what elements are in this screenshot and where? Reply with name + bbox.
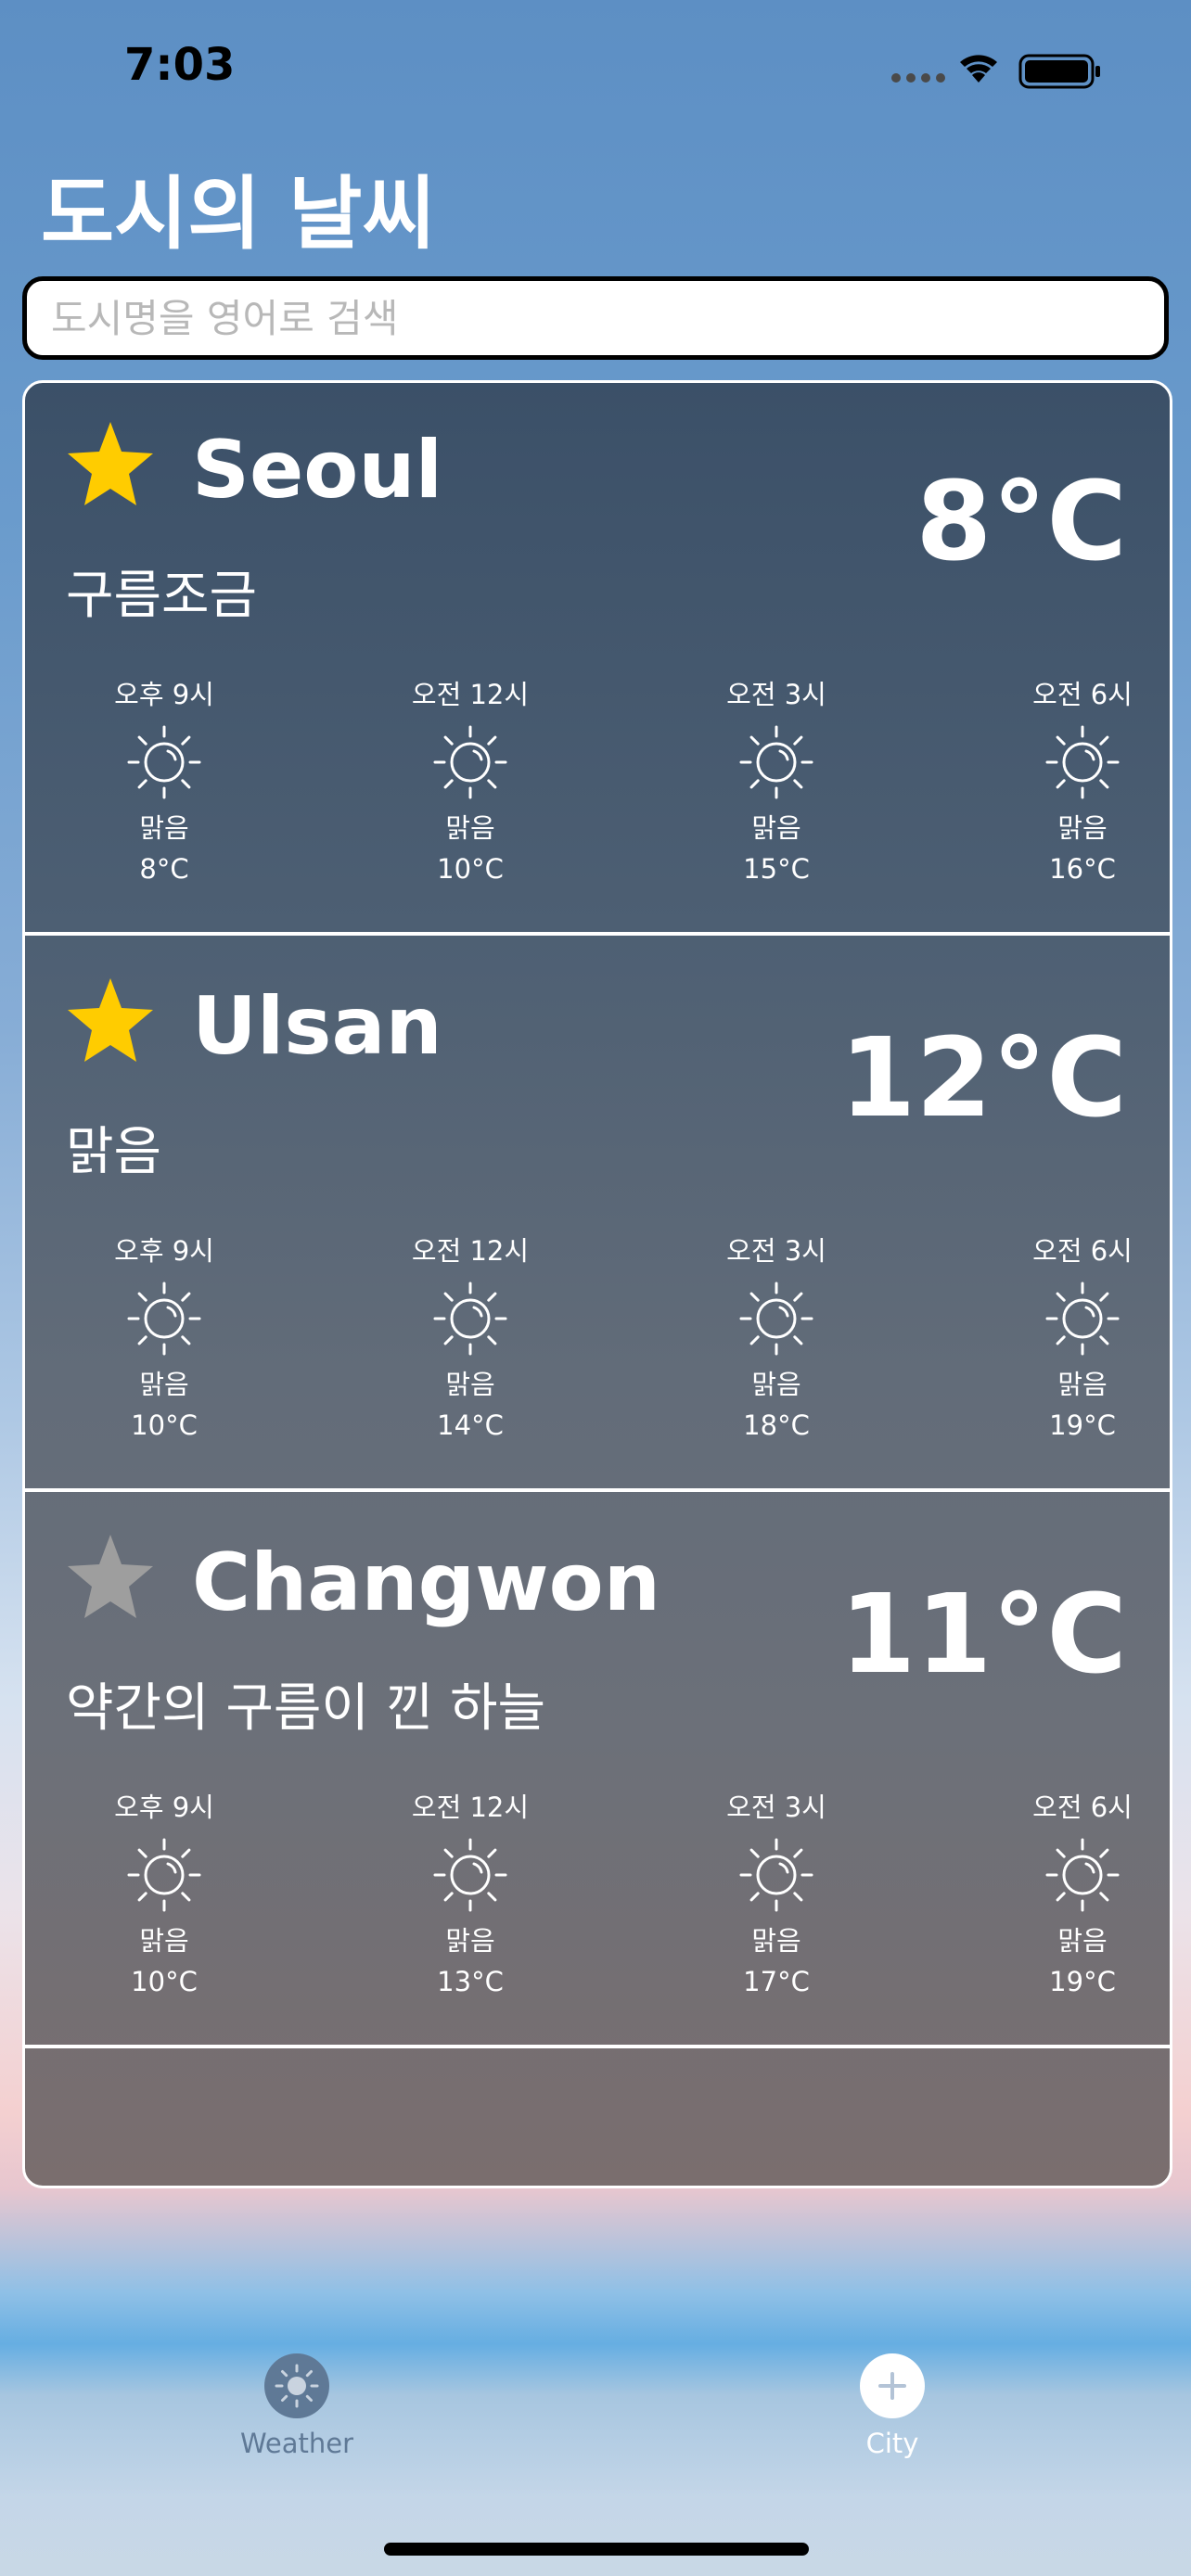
hourly-forecast-item: 오전 6시 맑음 16°C [990, 676, 1170, 889]
page-title: 도시의 날씨 [41, 168, 436, 261]
hourly-forecast-item: 오후 9시 맑음 8°C [71, 676, 257, 889]
favorite-star-icon[interactable] [64, 418, 157, 511]
forecast-time: 오전 3시 [726, 679, 826, 710]
sun-icon [739, 1838, 813, 1912]
sun-icon [127, 1838, 201, 1912]
hourly-forecast-item: 오전 12시 맑음 13°C [378, 1789, 563, 2002]
forecast-temperature: 18°C [743, 1409, 810, 1441]
hourly-forecast-item: 오전 6시 맑음 19°C [990, 1232, 1170, 1446]
forecast-temperature: 14°C [437, 1409, 504, 1441]
wifi-icon [960, 55, 997, 83]
forecast-temperature: 10°C [437, 853, 504, 885]
weather-description: 맑음 [66, 1122, 162, 1182]
weather-icon[interactable] [264, 2353, 329, 2418]
forecast-temperature: 17°C [743, 1966, 810, 1997]
search-input[interactable] [27, 281, 1146, 355]
city-list[interactable]: Seoul 8°C 구름조금 오후 9시 맑음 8°C 오전 12시 맑음 10… [22, 380, 1172, 2188]
forecast-time: 오후 9시 [114, 679, 214, 710]
forecast-condition: 맑음 [139, 1925, 189, 1957]
forecast-condition: 맑음 [445, 812, 495, 844]
tab-label: Weather [239, 2428, 354, 2459]
sun-icon [433, 1282, 507, 1356]
sun-icon [127, 725, 201, 799]
current-temperature: 8°C [916, 457, 1127, 585]
city-card-ulsan[interactable]: Ulsan 12°C 맑음 오후 9시 맑음 10°C 오전 12시 맑음 14… [25, 939, 1170, 1492]
forecast-time: 오전 6시 [1032, 1235, 1133, 1267]
sun-icon [127, 1282, 201, 1356]
city-card-seoul[interactable]: Seoul 8°C 구름조금 오후 9시 맑음 8°C 오전 12시 맑음 10… [25, 383, 1170, 936]
forecast-condition: 맑음 [1057, 1925, 1108, 1957]
status-time: 7:03 [124, 39, 236, 91]
forecast-time: 오후 9시 [114, 1792, 214, 1823]
tab-bar: Weather City [0, 2346, 1191, 2494]
battery-icon [1018, 54, 1100, 89]
sun-icon [1045, 1282, 1120, 1356]
forecast-condition: 맑음 [139, 1369, 189, 1400]
forecast-time: 오전 12시 [411, 1792, 530, 1823]
sun-icon [433, 1838, 507, 1912]
hourly-forecast-item: 오전 12시 맑음 10°C [378, 676, 563, 889]
favorite-star-icon[interactable] [64, 1531, 157, 1624]
forecast-temperature: 13°C [437, 1966, 504, 1997]
city-name: Seoul [192, 424, 443, 516]
city-name: Changwon [192, 1537, 660, 1629]
hourly-forecast-item: 오전 3시 맑음 17°C [684, 1789, 869, 2002]
sun-icon [433, 725, 507, 799]
hourly-forecast-item: 오전 6시 맑음 19°C [990, 1789, 1170, 2002]
forecast-temperature: 15°C [743, 853, 810, 885]
status-icons [891, 54, 1100, 89]
city-card-changwon[interactable]: Changwon 11°C 약간의 구름이 낀 하늘 오후 9시 맑음 10°C… [25, 1496, 1170, 2048]
forecast-time: 오전 6시 [1032, 1792, 1133, 1823]
forecast-time: 오전 12시 [411, 679, 530, 710]
weather-description: 구름조금 [66, 566, 258, 626]
forecast-time: 오전 3시 [726, 1235, 826, 1267]
favorite-star-icon[interactable] [64, 975, 157, 1067]
forecast-condition: 맑음 [445, 1369, 495, 1400]
forecast-temperature: 8°C [139, 853, 189, 885]
forecast-time: 오전 6시 [1032, 679, 1133, 710]
forecast-time: 오후 9시 [114, 1235, 214, 1267]
sun-icon [739, 1282, 813, 1356]
hourly-forecast-item: 오전 3시 맑음 15°C [684, 676, 869, 889]
forecast-condition: 맑음 [751, 812, 801, 844]
forecast-temperature: 10°C [131, 1966, 198, 1997]
forecast-condition: 맑음 [751, 1369, 801, 1400]
hourly-forecast-item: 오후 9시 맑음 10°C [71, 1789, 257, 2002]
sun-icon [1045, 725, 1120, 799]
forecast-condition: 맑음 [1057, 1369, 1108, 1400]
weather-description: 약간의 구름이 낀 하늘 [66, 1678, 546, 1739]
forecast-temperature: 16°C [1049, 853, 1116, 885]
sun-icon [1045, 1838, 1120, 1912]
forecast-time: 오전 3시 [726, 1792, 826, 1823]
search-bar[interactable] [22, 276, 1169, 360]
tab-city[interactable]: City [800, 2353, 985, 2459]
current-temperature: 12°C [839, 1014, 1127, 1141]
forecast-temperature: 10°C [131, 1409, 198, 1441]
forecast-temperature: 19°C [1049, 1966, 1116, 1997]
city-name: Ulsan [192, 980, 442, 1073]
sun-icon [739, 725, 813, 799]
tab-label: City [865, 2428, 919, 2459]
forecast-condition: 맑음 [139, 812, 189, 844]
forecast-condition: 맑음 [751, 1925, 801, 1957]
forecast-temperature: 19°C [1049, 1409, 1116, 1441]
home-indicator [384, 2543, 809, 2556]
plus-icon[interactable] [860, 2353, 925, 2418]
tab-weather[interactable]: Weather [204, 2353, 390, 2459]
current-temperature: 11°C [839, 1570, 1127, 1698]
hourly-forecast-item: 오전 12시 맑음 14°C [378, 1232, 563, 1446]
hourly-forecast-item: 오후 9시 맑음 10°C [71, 1232, 257, 1446]
forecast-time: 오전 12시 [411, 1235, 530, 1267]
forecast-condition: 맑음 [445, 1925, 495, 1957]
forecast-condition: 맑음 [1057, 812, 1108, 844]
hourly-forecast-item: 오전 3시 맑음 18°C [684, 1232, 869, 1446]
cellular-signal-icon [891, 73, 945, 83]
